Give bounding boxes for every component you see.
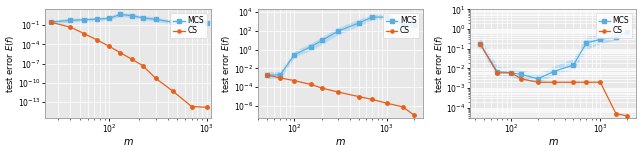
CS bbox=[493, 72, 501, 74]
MCS bbox=[276, 74, 284, 76]
MCS bbox=[106, 17, 113, 19]
MCS bbox=[383, 16, 390, 18]
MCS bbox=[188, 22, 195, 24]
CS bbox=[623, 115, 631, 117]
MCS bbox=[534, 78, 541, 80]
X-axis label: $m$: $m$ bbox=[548, 137, 559, 147]
MCS bbox=[623, 31, 631, 33]
MCS bbox=[152, 19, 159, 20]
MCS bbox=[355, 22, 363, 24]
CS bbox=[188, 106, 195, 107]
CS bbox=[203, 106, 211, 108]
CS bbox=[116, 52, 124, 54]
CS bbox=[383, 102, 390, 104]
Legend: MCS, CS: MCS, CS bbox=[596, 13, 632, 39]
Line: CS: CS bbox=[49, 20, 209, 109]
Line: MCS: MCS bbox=[265, 15, 416, 77]
MCS bbox=[399, 24, 406, 25]
CS bbox=[476, 43, 484, 45]
Line: CS: CS bbox=[478, 42, 629, 117]
CS bbox=[534, 81, 541, 83]
CS bbox=[263, 74, 271, 76]
MCS bbox=[612, 36, 620, 38]
CS bbox=[307, 84, 314, 85]
MCS bbox=[476, 43, 484, 45]
CS bbox=[128, 58, 136, 60]
Y-axis label: test error $E(f)$: test error $E(f)$ bbox=[433, 35, 445, 93]
Legend: MCS, CS: MCS, CS bbox=[383, 13, 419, 39]
MCS bbox=[203, 22, 211, 24]
CS bbox=[410, 114, 418, 116]
CS bbox=[507, 72, 515, 74]
CS bbox=[355, 96, 363, 98]
MCS bbox=[263, 74, 271, 76]
X-axis label: $m$: $m$ bbox=[122, 137, 133, 147]
MCS bbox=[582, 42, 590, 44]
CS bbox=[106, 45, 113, 47]
X-axis label: $m$: $m$ bbox=[335, 137, 346, 147]
CS bbox=[570, 81, 577, 83]
MCS bbox=[507, 72, 515, 74]
MCS bbox=[80, 19, 88, 21]
CS bbox=[318, 87, 326, 89]
Y-axis label: test error $E(f)$: test error $E(f)$ bbox=[4, 35, 16, 93]
CS bbox=[139, 65, 147, 66]
CS bbox=[80, 33, 88, 34]
CS bbox=[596, 81, 604, 83]
MCS bbox=[318, 39, 326, 41]
MCS bbox=[369, 16, 376, 18]
CS bbox=[582, 81, 590, 83]
CS bbox=[291, 80, 298, 82]
Legend: MCS, CS: MCS, CS bbox=[170, 13, 207, 39]
Line: MCS: MCS bbox=[478, 30, 629, 80]
MCS bbox=[307, 46, 314, 48]
MCS bbox=[169, 21, 177, 23]
CS bbox=[517, 78, 525, 80]
CS bbox=[276, 77, 284, 79]
MCS bbox=[550, 71, 557, 72]
MCS bbox=[596, 39, 604, 40]
MCS bbox=[67, 19, 74, 21]
Line: MCS: MCS bbox=[49, 13, 209, 24]
CS bbox=[550, 81, 557, 83]
MCS bbox=[116, 13, 124, 15]
CS bbox=[335, 91, 342, 93]
MCS bbox=[570, 64, 577, 66]
CS bbox=[47, 21, 54, 23]
CS bbox=[67, 26, 74, 28]
Y-axis label: test error $E(f)$: test error $E(f)$ bbox=[220, 35, 232, 93]
MCS bbox=[335, 30, 342, 32]
MCS bbox=[47, 21, 54, 23]
CS bbox=[152, 77, 159, 79]
MCS bbox=[410, 24, 418, 26]
Line: CS: CS bbox=[265, 73, 416, 117]
MCS bbox=[517, 74, 525, 75]
MCS bbox=[493, 71, 501, 72]
CS bbox=[612, 113, 620, 115]
MCS bbox=[128, 15, 136, 17]
CS bbox=[169, 90, 177, 92]
MCS bbox=[291, 54, 298, 56]
MCS bbox=[139, 17, 147, 19]
CS bbox=[369, 98, 376, 100]
CS bbox=[399, 106, 406, 108]
CS bbox=[93, 39, 101, 41]
MCS bbox=[93, 18, 101, 20]
